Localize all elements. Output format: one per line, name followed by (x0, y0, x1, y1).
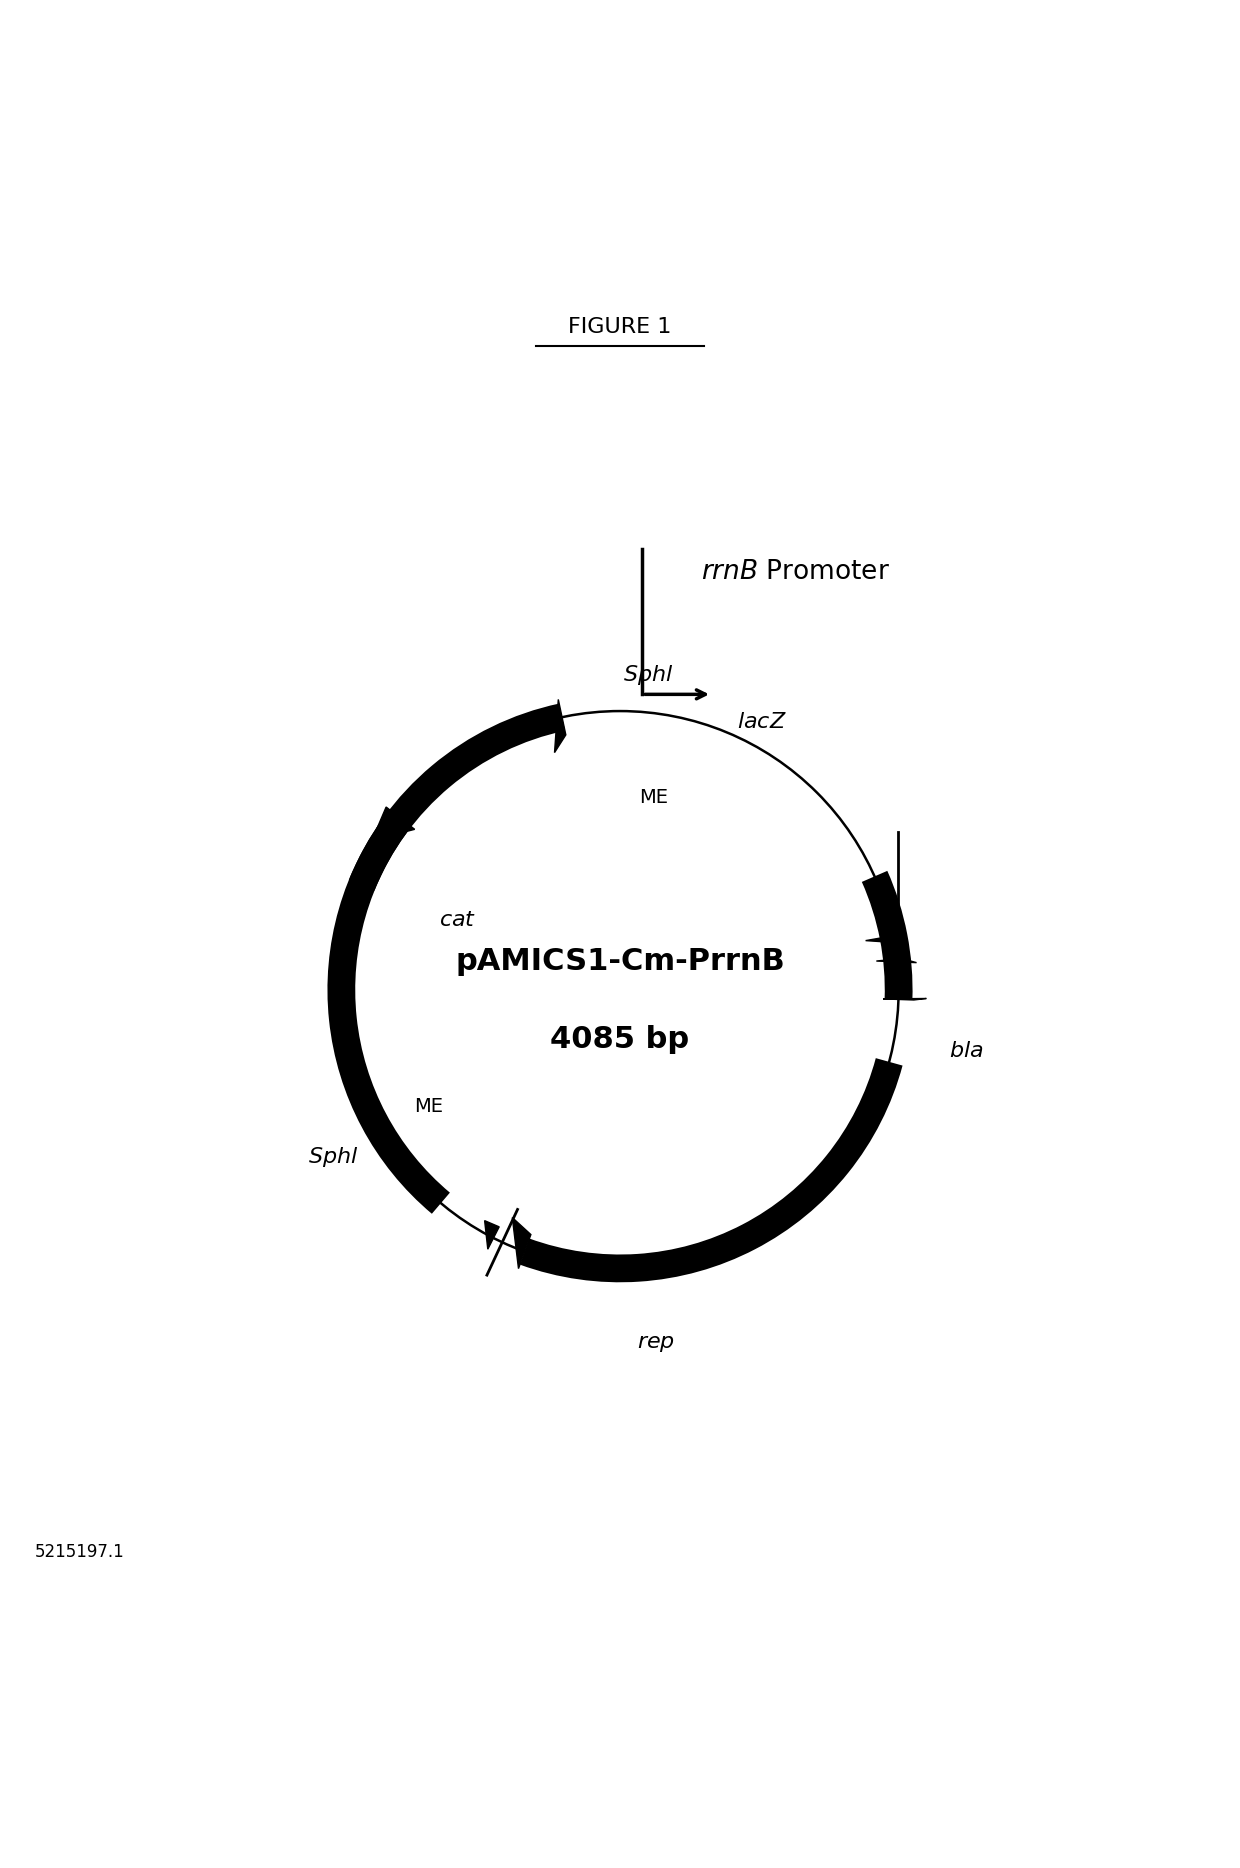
Text: $\it{cat}$: $\it{cat}$ (439, 910, 476, 930)
Text: ME: ME (414, 1097, 443, 1117)
Polygon shape (554, 699, 565, 753)
Text: $\it{rep}$: $\it{rep}$ (636, 1334, 675, 1354)
Polygon shape (877, 958, 916, 962)
Polygon shape (372, 807, 414, 841)
Polygon shape (512, 1218, 531, 1268)
Polygon shape (485, 1220, 500, 1250)
Text: 4085 bp: 4085 bp (551, 1026, 689, 1054)
Text: $\it{Sphl}$: $\it{Sphl}$ (622, 663, 673, 687)
Polygon shape (866, 936, 905, 943)
Text: $\it{bla}$: $\it{bla}$ (949, 1040, 983, 1061)
Text: $\it{rrnB}$ Promoter: $\it{rrnB}$ Promoter (701, 559, 890, 585)
Text: $\it{Sphl}$: $\it{Sphl}$ (308, 1145, 358, 1169)
Text: $\it{lacZ}$: $\it{lacZ}$ (737, 712, 786, 732)
Text: pAMICS1-Cm-PrrnB: pAMICS1-Cm-PrrnB (455, 947, 785, 977)
Text: ME: ME (640, 788, 668, 807)
Text: 5215197.1: 5215197.1 (35, 1543, 124, 1562)
Text: FIGURE 1: FIGURE 1 (568, 316, 672, 336)
